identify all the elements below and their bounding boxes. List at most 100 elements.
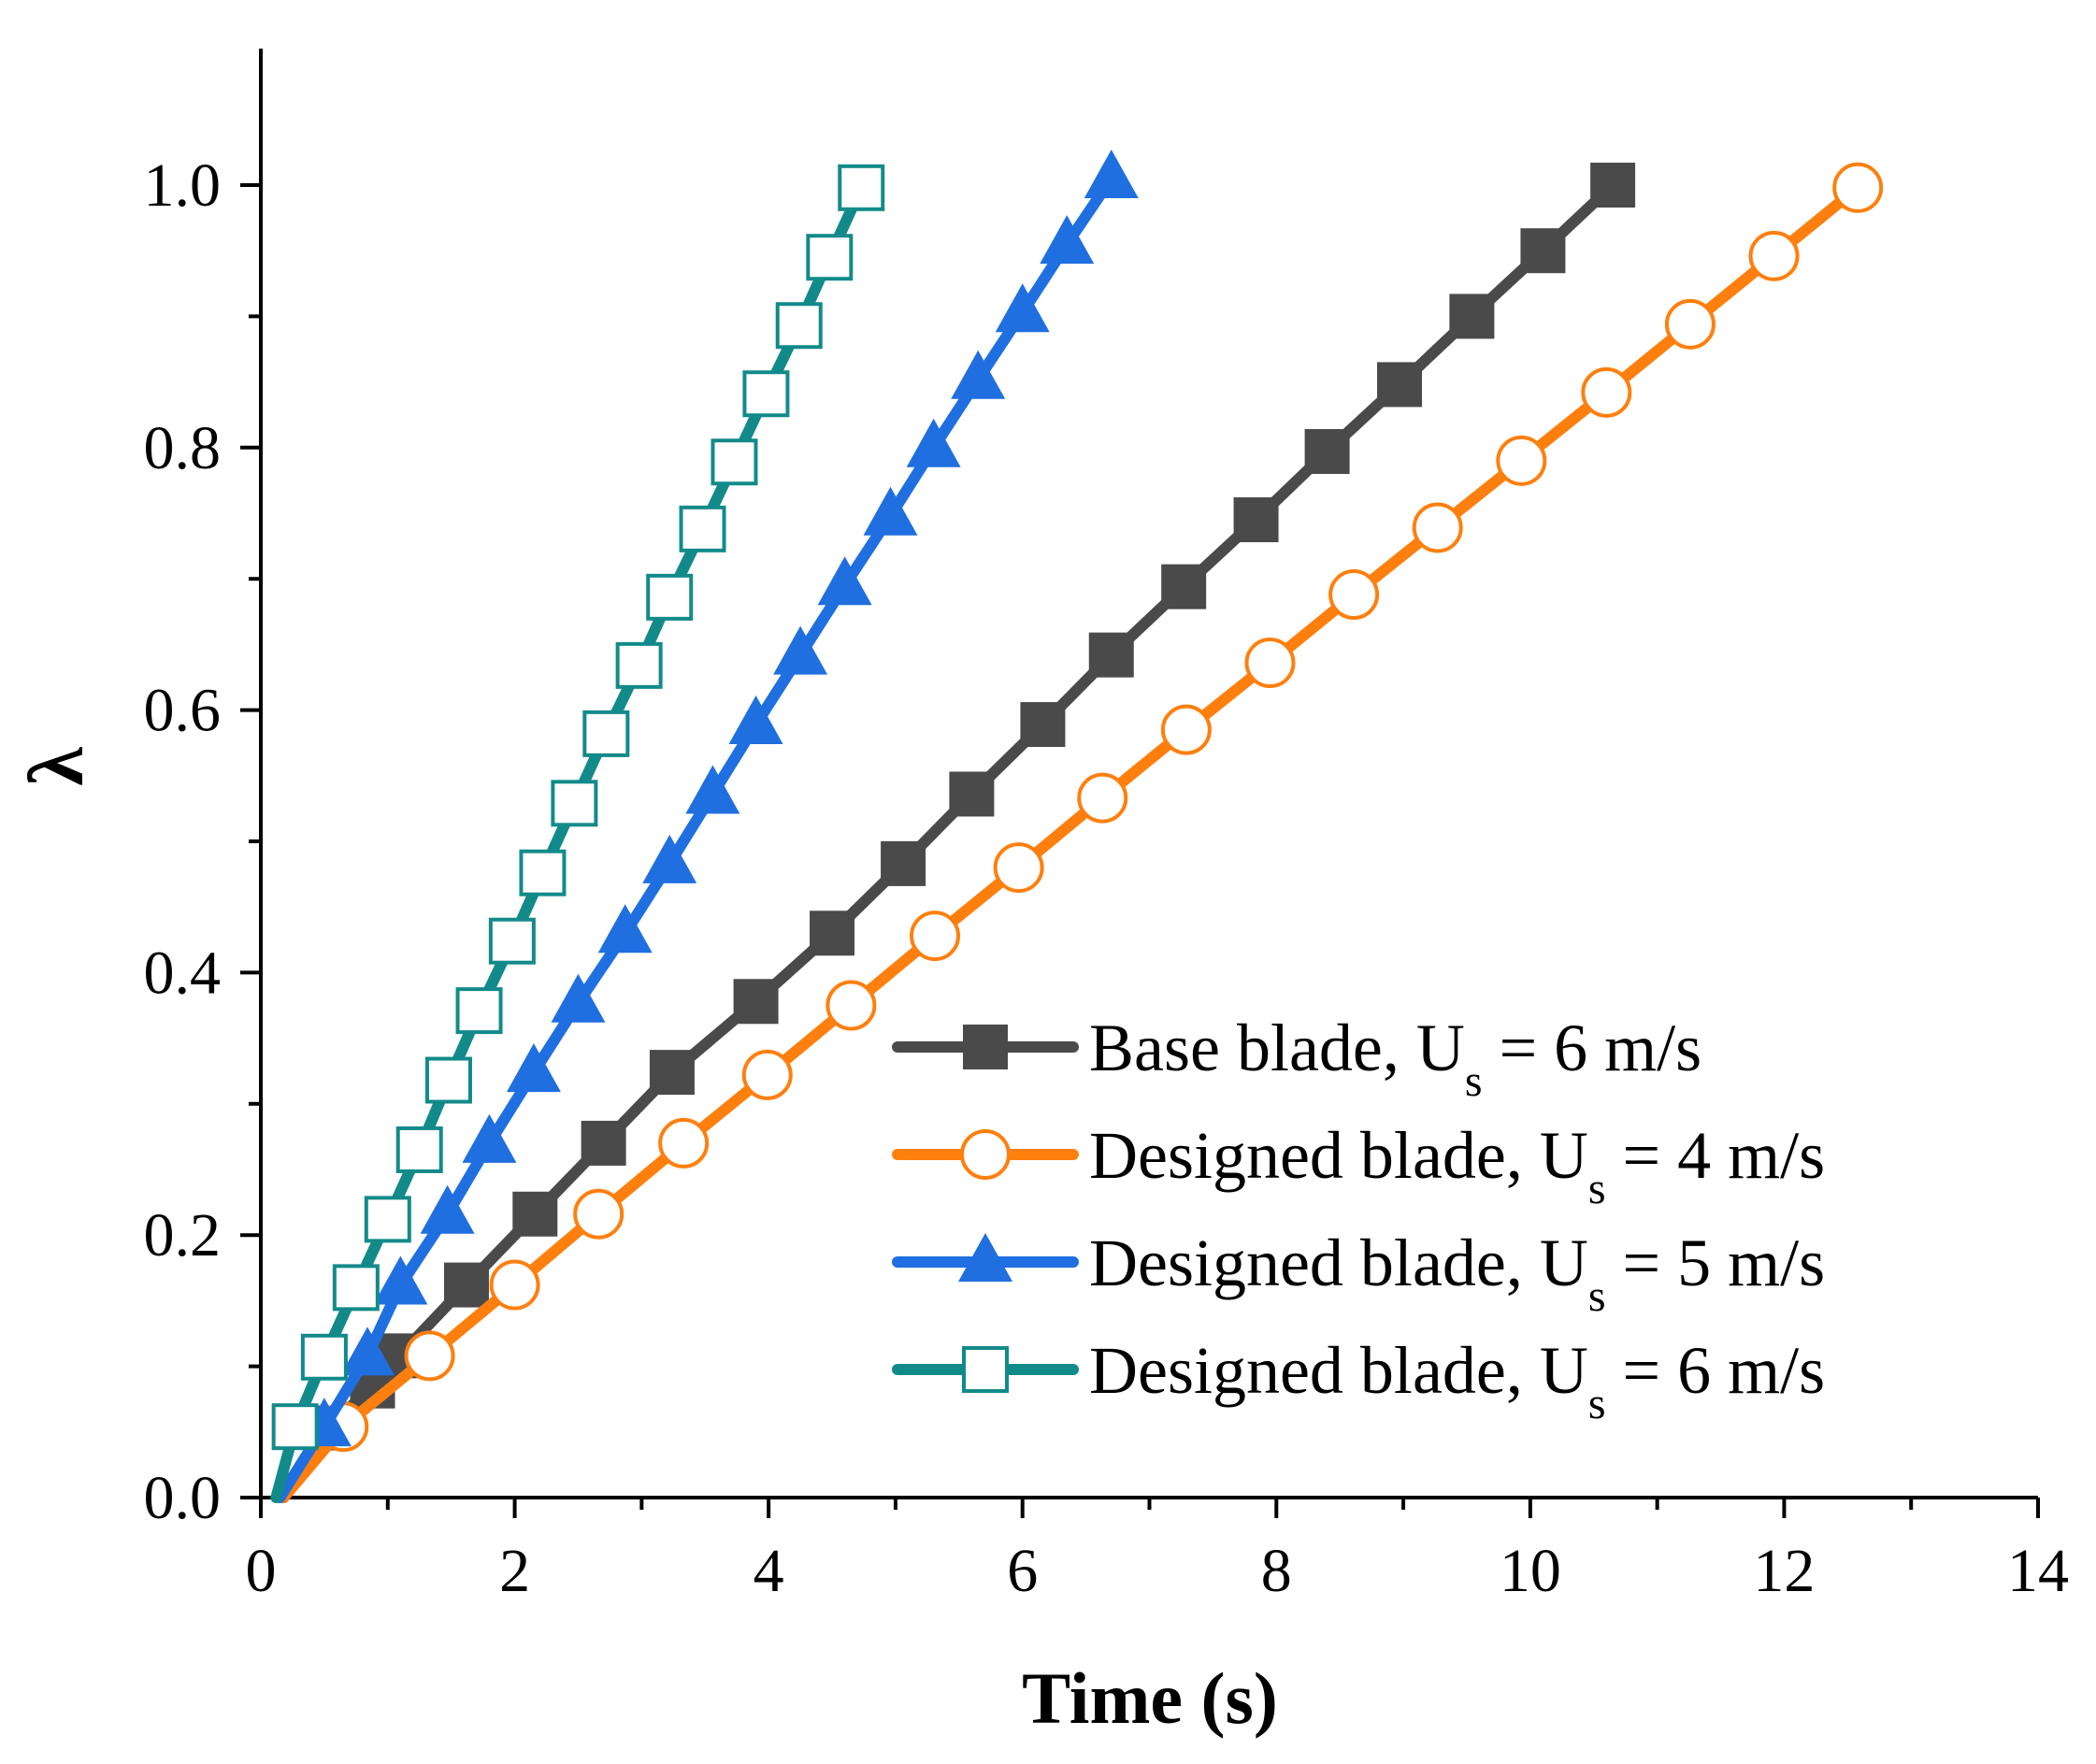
data-point bbox=[1376, 362, 1422, 408]
x-tick-label: 8 bbox=[1261, 1537, 1292, 1605]
data-point bbox=[420, 1184, 475, 1234]
data-point bbox=[1664, 298, 1716, 350]
series-4 bbox=[270, 164, 885, 1503]
y-tick-label: 0.0 bbox=[144, 1464, 222, 1532]
data-point bbox=[332, 1264, 380, 1312]
data-point bbox=[906, 418, 961, 467]
data-point bbox=[1244, 638, 1296, 689]
legend-item: Designed blade, Us = 6 m/s bbox=[892, 1333, 1825, 1428]
legend-label: Designed blade, Us = 5 m/s bbox=[1089, 1226, 1825, 1321]
data-point bbox=[910, 911, 961, 962]
data-point bbox=[1590, 163, 1636, 208]
data-point bbox=[488, 917, 536, 965]
data-point bbox=[685, 765, 740, 814]
data-point bbox=[995, 283, 1050, 333]
y-tick-label: 0.8 bbox=[144, 414, 222, 482]
data-point bbox=[395, 1126, 443, 1173]
data-point bbox=[1832, 162, 1884, 213]
data-point bbox=[1412, 502, 1463, 553]
legend-label: Designed blade, Us = 6 m/s bbox=[1089, 1333, 1825, 1428]
data-point bbox=[1520, 228, 1566, 274]
data-point bbox=[742, 370, 790, 418]
data-point bbox=[1304, 429, 1350, 475]
data-point bbox=[573, 1188, 624, 1240]
x-tick-label: 12 bbox=[1753, 1537, 1815, 1605]
series-3 bbox=[274, 149, 1139, 1503]
data-point bbox=[817, 556, 872, 606]
data-point bbox=[728, 696, 783, 745]
data-point bbox=[741, 1049, 793, 1100]
data-point bbox=[364, 1196, 411, 1243]
data-point bbox=[993, 842, 1044, 894]
legend-marker bbox=[960, 1129, 1011, 1180]
data-point bbox=[443, 1262, 489, 1308]
data-point bbox=[1496, 435, 1547, 486]
data-point bbox=[489, 1259, 540, 1311]
data-point bbox=[519, 849, 567, 896]
data-point bbox=[300, 1333, 348, 1381]
data-point bbox=[424, 1056, 472, 1104]
data-point bbox=[597, 904, 653, 954]
data-point bbox=[1088, 632, 1134, 678]
data-point bbox=[512, 1191, 558, 1237]
data-point bbox=[951, 350, 1006, 399]
data-point bbox=[271, 1403, 319, 1451]
data-point bbox=[649, 1050, 695, 1096]
data-point bbox=[642, 834, 697, 883]
y-tick-label: 0.2 bbox=[144, 1201, 222, 1269]
data-point bbox=[1748, 230, 1800, 281]
y-tick-label: 0.6 bbox=[144, 677, 222, 745]
legend-label: Designed blade, Us = 4 m/s bbox=[1089, 1118, 1825, 1213]
x-tick-label: 6 bbox=[1007, 1537, 1038, 1605]
data-point bbox=[1161, 564, 1207, 610]
data-point bbox=[658, 1117, 710, 1169]
data-point bbox=[551, 973, 606, 1023]
y-axis-title: λ bbox=[13, 747, 100, 786]
data-point bbox=[1160, 704, 1212, 755]
data-point bbox=[581, 1120, 626, 1166]
data-point bbox=[1233, 497, 1279, 543]
data-point bbox=[615, 641, 663, 689]
data-point bbox=[1449, 294, 1495, 339]
data-point bbox=[810, 911, 855, 956]
legend-item: Base blade, Us = 6 m/s bbox=[892, 1011, 1701, 1106]
data-point bbox=[404, 1330, 455, 1382]
data-point bbox=[373, 1255, 428, 1305]
data-point bbox=[1020, 702, 1066, 748]
data-point bbox=[582, 710, 630, 757]
legend-marker bbox=[958, 1233, 1012, 1282]
legend: Base blade, Us = 6 m/s Designed blade, Us… bbox=[892, 1011, 1825, 1428]
x-tick-label: 0 bbox=[246, 1537, 277, 1605]
data-point bbox=[775, 302, 823, 350]
data-point bbox=[806, 234, 854, 281]
x-tick-label: 10 bbox=[1500, 1537, 1561, 1605]
data-point bbox=[506, 1043, 561, 1093]
y-tick-label: 0.4 bbox=[144, 939, 222, 1007]
x-tick-label: 14 bbox=[2007, 1537, 2069, 1605]
legend-item: Designed blade, Us = 4 m/s bbox=[892, 1118, 1825, 1213]
data-point bbox=[711, 438, 758, 486]
data-point bbox=[1084, 149, 1139, 198]
x-tick-label: 4 bbox=[754, 1537, 784, 1605]
legend-marker bbox=[963, 1025, 1008, 1069]
data-point bbox=[863, 486, 918, 536]
data-point bbox=[340, 1327, 395, 1376]
data-point bbox=[949, 771, 995, 817]
data-point bbox=[825, 980, 877, 1031]
data-point bbox=[1077, 772, 1128, 824]
data-point bbox=[838, 164, 885, 211]
data-point bbox=[733, 979, 779, 1025]
data-point bbox=[881, 840, 926, 886]
legend-label: Base blade, Us = 6 m/s bbox=[1089, 1011, 1701, 1106]
x-axis-title: Time (s) bbox=[1022, 1657, 1278, 1739]
data-point bbox=[1040, 215, 1095, 265]
data-point bbox=[551, 780, 598, 827]
legend-item: Designed blade, Us = 5 m/s bbox=[892, 1226, 1825, 1321]
data-point bbox=[679, 505, 726, 552]
data-point bbox=[773, 625, 828, 675]
data-point bbox=[462, 1113, 517, 1163]
data-point bbox=[1328, 569, 1380, 621]
x-tick-label: 2 bbox=[499, 1537, 530, 1605]
y-tick-label: 1.0 bbox=[144, 151, 222, 220]
